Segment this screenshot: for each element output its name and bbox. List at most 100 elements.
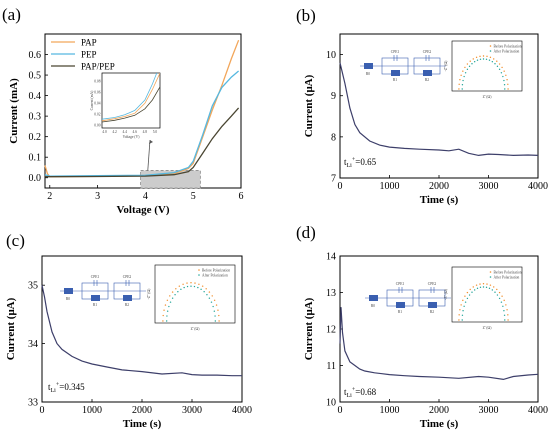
panel-d-circuit-label: R0 — [371, 304, 375, 308]
panel-a-inset-x-tick: 5.0 — [153, 130, 158, 134]
panel-c-eis-point — [164, 304, 167, 306]
panel-d-eis-legend-marker — [489, 276, 492, 278]
panel-b-x-tick-label: 1000 — [380, 181, 400, 192]
panel-b-circuit-r0 — [364, 63, 373, 69]
panel-c-eis-point — [218, 314, 220, 317]
panel-b-eis-point — [460, 74, 462, 76]
panel-b-eis-point — [507, 83, 509, 86]
panel-b-eis-point — [485, 58, 488, 61]
panel-b-eis-point — [482, 58, 485, 60]
panel-d-eis-point — [498, 297, 501, 300]
panel-d-eis-point — [493, 286, 495, 288]
panel-d-eis-point — [496, 294, 499, 296]
panel-d-eis-point — [458, 314, 460, 316]
panel-c-y-tick-label: 33 — [28, 398, 38, 409]
panel-a-inset-y-tick: 0.06 — [94, 90, 100, 94]
panel-d-eis-point — [479, 283, 481, 285]
panel-b-eis-point — [458, 83, 460, 86]
panel-a-y-tick-label: 0.3 — [29, 112, 42, 123]
panel-d-eis-point — [494, 291, 496, 293]
panel-c-eis-frame — [154, 264, 236, 324]
panel-c-y-tick-label: 34 — [28, 339, 38, 350]
panel-c-eis-point — [186, 282, 188, 284]
panel-c-eis-legend-marker — [198, 269, 200, 271]
panel-a-series-pap-pep — [45, 107, 240, 178]
panel-b-eis-point — [493, 58, 495, 60]
panel-b-eis-point — [494, 63, 496, 65]
panel-d-y-tick-label: 11 — [326, 361, 336, 372]
panel-d-eis-point — [507, 314, 509, 316]
panel-d-eis-point — [462, 310, 464, 312]
panel-b-eis-point — [461, 88, 463, 90]
panel-a-inset-x-label: Voltage (V) — [123, 135, 141, 139]
panel-c-eis-point — [183, 286, 185, 289]
panel-d-eis-point — [476, 287, 479, 290]
panel-b-eis-point — [463, 75, 465, 78]
panel-c-circuit-resistor — [91, 295, 100, 301]
panel-d-eis-point — [479, 286, 482, 289]
panel-b-y-tick-label: 8 — [331, 132, 336, 143]
panel-b-eis-point — [466, 68, 469, 71]
panel-b-circuit-label: R0 — [366, 72, 370, 76]
panel-c-eis-point — [214, 320, 217, 322]
panel-b-x-tick-label: 0 — [338, 181, 343, 192]
panel-a-inset-x-tick: 4.8 — [143, 130, 148, 134]
panel-a-x-tick-label: 5 — [191, 191, 196, 202]
panel-a-zoom-arrow-head — [149, 140, 153, 144]
panel-b-eis-point — [491, 61, 494, 63]
panel-c-circuit-label: R2 — [125, 303, 129, 307]
panel-d-eis-point — [459, 309, 461, 311]
panel-b-circuit-resistor — [423, 70, 432, 76]
panel-a-inset-y-tick: 0.04 — [94, 101, 100, 105]
panel-c-eis-point — [171, 291, 174, 293]
panel-c-eis-point — [212, 305, 214, 308]
panel-c-eis-point — [190, 285, 192, 287]
panel-d-eis-point — [461, 319, 463, 321]
panel-d-equivalent-circuit: R1 CPE1 R2 CPE2 R0 — [365, 282, 451, 314]
panel-a-inset-series — [102, 73, 160, 122]
panel-d-eis-point — [472, 286, 474, 288]
panel-b-eis-legend-marker — [489, 50, 492, 52]
panel-c-eis-point — [217, 309, 219, 311]
panel-d-x-tick-label: 1000 — [380, 405, 400, 416]
panel-d-eis-point — [505, 304, 507, 306]
panel-c-eis-y-label: -Z'' (Ω) — [147, 288, 151, 299]
panel-d-eis-legend-label: After Polarization — [494, 275, 520, 279]
panel-c-x-tick-label: 1000 — [82, 405, 102, 416]
panel-b-eis-point — [504, 88, 506, 90]
panel-c-eis-point — [175, 288, 177, 290]
panel-a-x-tick-label: 3 — [95, 191, 100, 202]
panel-c-circuit-resistor — [123, 295, 132, 301]
panel-c-equivalent-circuit: R1 CPE1 R2 CPE2 R0 — [60, 275, 146, 307]
panel-b-eis-point — [473, 61, 476, 63]
panel-a-inset-x-tick: 4.0 — [102, 130, 107, 134]
panel-d-y-tick-label: 10 — [326, 398, 336, 409]
panel-b-current-curve — [339, 62, 539, 157]
panel-d-y-tick-label: 13 — [326, 288, 336, 299]
panel-d-x-tick-label: 3000 — [479, 405, 499, 416]
panel-b-eis-point — [501, 66, 503, 69]
panel-b-circuit-resistor — [391, 70, 400, 76]
panel-c-eis-point — [169, 295, 171, 297]
panel-b-eis-point — [459, 79, 461, 81]
panel-b-x-tick-label: 2000 — [429, 181, 449, 192]
panel-d-eis-point — [485, 286, 488, 289]
panel-b-eis-point — [503, 84, 506, 86]
panel-b-eis-x-label: Z' (Ω) — [483, 95, 493, 99]
panel-b-eis-point — [482, 55, 485, 57]
panel-d-eis-point — [503, 299, 505, 302]
panel-d-circuit-label: R1 — [398, 310, 402, 314]
panel-c-eis-point — [178, 285, 181, 287]
panel-c-eis-point — [211, 295, 213, 297]
panel-c-eis-point — [201, 285, 204, 287]
panel-a-y-tick-label: 0.2 — [29, 132, 42, 143]
panel-c-circuit-label: R0 — [66, 297, 70, 301]
panel-b-eis-legend-label: After Polarization — [494, 49, 520, 53]
panel-c-circuit-label: CPE2 — [123, 275, 132, 279]
panel-d-y-tick-label: 14 — [326, 252, 336, 263]
panel-b-eis-point — [468, 65, 471, 68]
panel-d-eis-point — [498, 291, 501, 294]
panel-d-eis-point — [464, 301, 467, 303]
panel-b-eis-point — [479, 58, 482, 61]
panel-d-eis-point — [468, 294, 471, 296]
